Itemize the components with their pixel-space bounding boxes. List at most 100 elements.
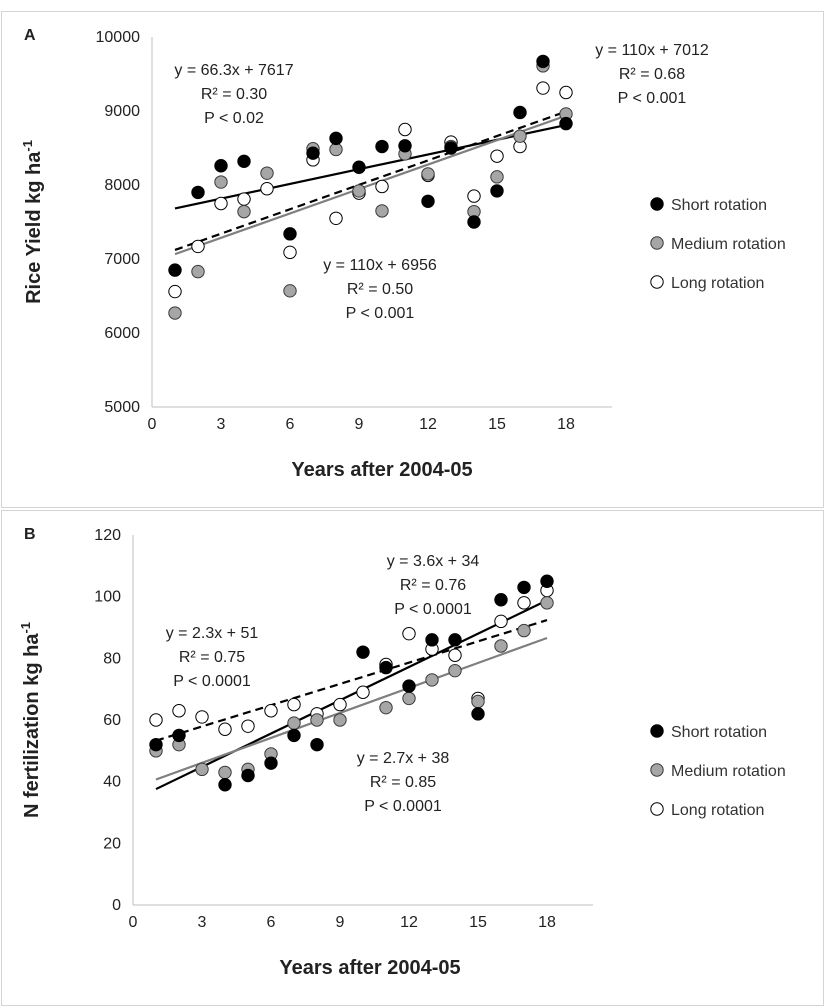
regression-annotation: R² = 0.76: [400, 577, 466, 594]
x-tick-label: 12: [419, 416, 437, 433]
regression-annotation: R² = 0.85: [370, 774, 436, 791]
legend-label: Medium rotation: [671, 763, 786, 780]
regression-annotation: y = 110x + 7012: [595, 42, 709, 59]
data-point-short-rotation: [214, 159, 228, 173]
x-tick-label: 15: [488, 416, 506, 433]
data-point-medium-rotation: [195, 762, 209, 777]
legend-marker-long-rotation: [650, 802, 664, 816]
trend-line-medium-rotation: [174, 114, 567, 256]
x-tick-label: 0: [129, 914, 138, 931]
data-point-medium-rotation: [540, 596, 554, 610]
legend-marker-medium-rotation: [650, 236, 664, 250]
data-point-long-rotation: [448, 648, 462, 662]
x-tick-label: 6: [267, 914, 276, 931]
data-point-short-rotation: [536, 54, 550, 69]
x-tick-label: 15: [469, 914, 487, 931]
data-point-long-rotation: [329, 211, 343, 226]
data-point-medium-rotation: [191, 264, 205, 279]
data-point-medium-rotation: [218, 765, 232, 780]
legend-label: Long rotation: [671, 802, 764, 819]
data-point-long-rotation: [375, 179, 389, 194]
data-point-short-rotation: [517, 580, 531, 595]
data-point-short-rotation: [191, 185, 205, 200]
legend-label: Medium rotation: [671, 236, 786, 253]
data-point-short-rotation: [172, 728, 186, 743]
panel-label: B: [24, 526, 36, 543]
y-axis-title-text: N fertilization kg ha: [21, 633, 43, 818]
data-point-long-rotation: [283, 245, 297, 260]
data-point-short-rotation: [448, 633, 462, 647]
data-point-long-rotation: [398, 122, 412, 137]
regression-annotation: P < 0.001: [618, 90, 687, 107]
y-tick-label: 8000: [104, 177, 140, 194]
data-point-long-rotation: [264, 704, 278, 718]
regression-annotation: y = 2.7x + 38: [357, 750, 450, 767]
panel-label: A: [24, 27, 36, 44]
regression-annotation: y = 3.6x + 34: [387, 553, 480, 570]
data-point-long-rotation: [172, 704, 186, 718]
data-point-short-rotation: [310, 737, 324, 752]
regression-annotation: R² = 0.75: [179, 649, 245, 666]
y-tick-label: 7000: [104, 251, 140, 268]
legend-marker-long-rotation: [650, 275, 664, 289]
data-point-long-rotation: [149, 713, 163, 727]
data-point-short-rotation: [287, 728, 301, 743]
legend-label: Long rotation: [671, 275, 764, 292]
data-point-long-rotation: [218, 722, 232, 736]
trend-line-long-rotation: [174, 110, 567, 252]
data-point-short-rotation: [467, 215, 481, 229]
data-point-short-rotation: [471, 707, 485, 721]
x-tick-label: 9: [355, 416, 364, 433]
data-point-short-rotation: [306, 146, 320, 160]
data-point-long-rotation: [559, 85, 573, 100]
x-tick-label: 18: [538, 914, 556, 931]
regression-annotation: y = 66.3x + 7617: [174, 62, 293, 79]
x-tick-label: 3: [198, 914, 207, 931]
data-point-long-rotation: [402, 626, 416, 641]
data-point-medium-rotation: [237, 204, 251, 219]
y-axis-title: Rice Yield kg ha-1: [20, 140, 45, 304]
data-point-long-rotation: [490, 149, 504, 163]
data-point-short-rotation: [421, 194, 435, 208]
data-point-medium-rotation: [287, 716, 301, 730]
data-point-medium-rotation: [425, 673, 439, 687]
x-tick-label: 9: [336, 914, 345, 931]
y-tick-label: 0: [112, 897, 121, 914]
regression-annotation: y = 110x + 6956: [323, 257, 437, 274]
data-point-short-rotation: [149, 737, 163, 752]
regression-annotation: R² = 0.50: [347, 281, 413, 298]
data-point-medium-rotation: [333, 713, 347, 727]
y-tick-label: 10000: [96, 29, 141, 46]
data-point-long-rotation: [517, 596, 531, 610]
data-point-long-rotation: [287, 697, 301, 712]
data-point-short-rotation: [379, 660, 393, 675]
data-point-long-rotation: [333, 697, 347, 712]
regression-annotation: R² = 0.68: [619, 66, 685, 83]
data-point-short-rotation: [490, 184, 504, 198]
data-point-medium-rotation: [329, 142, 343, 157]
data-point-long-rotation: [494, 614, 508, 629]
y-axis-title: N fertilization kg ha-1: [18, 622, 43, 818]
legend-marker-short-rotation: [650, 197, 664, 211]
y-tick-label: 40: [103, 774, 121, 791]
data-point-long-rotation: [214, 196, 228, 211]
legend-label: Short rotation: [671, 724, 767, 741]
data-point-medium-rotation: [214, 175, 228, 189]
y-tick-label: 60: [103, 712, 121, 729]
data-point-medium-rotation: [421, 167, 435, 181]
y-axis-title-group: Rice Yield kg ha-1: [20, 140, 45, 304]
data-point-long-rotation: [467, 189, 481, 203]
y-tick-label: 5000: [104, 399, 140, 416]
data-point-medium-rotation: [490, 170, 504, 184]
data-point-long-rotation: [536, 81, 550, 95]
data-point-medium-rotation: [375, 204, 389, 218]
data-point-short-rotation: [352, 160, 366, 174]
data-point-medium-rotation: [517, 623, 531, 638]
data-point-medium-rotation: [352, 184, 366, 198]
trend-line-long-rotation: [155, 619, 548, 742]
y-tick-label: 120: [94, 527, 121, 544]
y-tick-label: 100: [94, 589, 121, 606]
trend-line-medium-rotation: [155, 636, 548, 781]
x-tick-label: 3: [217, 416, 226, 433]
data-point-long-rotation: [168, 284, 182, 299]
